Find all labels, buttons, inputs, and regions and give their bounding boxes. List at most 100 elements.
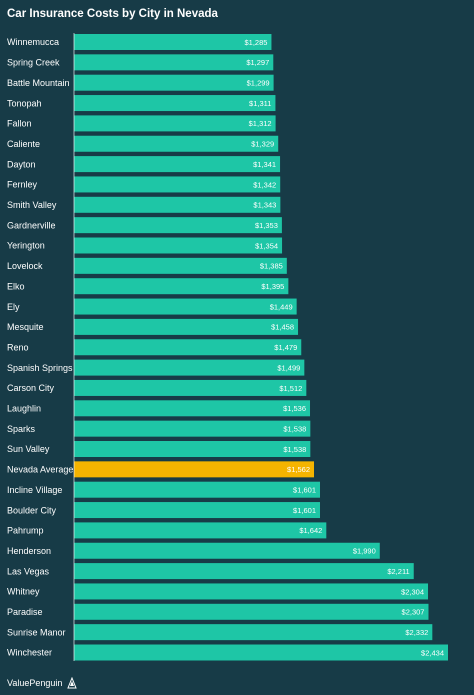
- category-label: Winchester: [7, 648, 52, 658]
- value-label: $1,479: [274, 343, 297, 352]
- value-label: $1,353: [255, 221, 278, 230]
- bar: [74, 644, 448, 661]
- bar: [74, 441, 311, 457]
- category-label: Yerington: [7, 241, 45, 251]
- bar: [74, 583, 429, 600]
- category-label: Carson City: [7, 383, 55, 393]
- value-label: $1,341: [253, 160, 276, 169]
- value-label: $1,329: [251, 140, 274, 149]
- value-label: $1,536: [283, 404, 306, 413]
- value-labels: $1,285 $1,297 $1,299 $1,311 $1,312 $1,329 $1,3…: [244, 38, 444, 657]
- bar: [74, 156, 281, 173]
- bar-highlight: [74, 461, 315, 478]
- value-label: $1,343: [253, 201, 276, 210]
- category-label: Fernley: [7, 180, 38, 190]
- value-label: $1,342: [253, 180, 276, 189]
- bar: [74, 481, 321, 498]
- brand-name: ValuePenguin: [7, 678, 63, 688]
- value-label: $1,311: [249, 99, 271, 108]
- bar: [74, 95, 276, 112]
- value-label: $2,434: [421, 648, 444, 657]
- bar: [74, 603, 429, 620]
- bar: [74, 542, 380, 559]
- category-label: Dayton: [7, 159, 36, 169]
- value-label: $1,297: [246, 58, 269, 67]
- valuepenguin-logo-icon: [67, 677, 78, 689]
- chart-title: Car Insurance Costs by City in Nevada: [7, 8, 218, 20]
- bar: [74, 359, 305, 376]
- category-labels: Winnemucca Spring Creek Battle Mountain Ton…: [7, 37, 73, 658]
- value-label: $1,449: [270, 302, 293, 311]
- category-label: Gardnerville: [7, 220, 56, 230]
- category-label: Elko: [7, 281, 25, 291]
- value-label: $1,990: [353, 547, 376, 556]
- bar: [74, 400, 311, 417]
- bar: [74, 74, 274, 91]
- value-label: $1,642: [299, 526, 322, 535]
- bar: [74, 298, 297, 315]
- bar: [74, 420, 311, 437]
- value-label: $2,332: [405, 628, 428, 637]
- value-label: $1,562: [287, 465, 310, 474]
- category-label: Pahrump: [7, 526, 44, 536]
- value-label: $1,601: [293, 506, 316, 515]
- value-label: $1,354: [255, 241, 278, 250]
- bar: [74, 522, 327, 539]
- category-label: Sunrise Manor: [7, 627, 66, 637]
- bar: [74, 54, 274, 71]
- bar: [74, 237, 283, 254]
- value-label: $2,304: [401, 587, 424, 596]
- bar: [74, 502, 321, 519]
- value-label: $1,385: [260, 262, 283, 271]
- bar: [74, 34, 272, 50]
- value-label: $1,458: [271, 323, 294, 332]
- category-label: Spanish Springs: [7, 363, 73, 373]
- value-label: $1,312: [249, 119, 272, 128]
- value-label: $1,538: [283, 424, 306, 433]
- category-label: Sun Valley: [7, 444, 50, 454]
- bar: [74, 339, 302, 356]
- category-label: Incline Village: [7, 485, 62, 495]
- value-label: $1,285: [244, 38, 267, 47]
- brand-footer: ValuePenguin: [7, 677, 78, 689]
- category-label: Lovelock: [7, 261, 43, 271]
- category-label: Winnemucca: [7, 37, 59, 47]
- value-label: $2,211: [387, 567, 409, 576]
- bar: [74, 624, 433, 641]
- category-label: Caliente: [7, 139, 40, 149]
- bar: [74, 217, 282, 234]
- bar: [74, 318, 299, 335]
- bars: [74, 34, 448, 661]
- bar: [74, 135, 279, 152]
- bar: [74, 176, 281, 193]
- category-label: Battle Mountain: [7, 78, 70, 88]
- value-label: $1,395: [261, 282, 284, 291]
- bar: [74, 257, 287, 274]
- category-label: Fallon: [7, 119, 32, 129]
- value-label: $1,512: [279, 384, 302, 393]
- value-label: $1,538: [283, 445, 306, 454]
- category-label: Spring Creek: [7, 58, 60, 68]
- value-label: $2,307: [402, 608, 425, 617]
- value-label: $1,299: [247, 79, 270, 88]
- category-label: Las Vegas: [7, 566, 50, 576]
- category-label: Boulder City: [7, 505, 57, 515]
- category-label: Tonopah: [7, 98, 42, 108]
- category-label: Nevada Average: [7, 465, 73, 475]
- category-label: Paradise: [7, 607, 43, 617]
- bar: [74, 379, 307, 396]
- bar: [74, 196, 281, 213]
- category-label: Laughlin: [7, 404, 41, 414]
- bar: [74, 115, 276, 132]
- value-label: $1,499: [277, 363, 300, 372]
- category-label: Reno: [7, 342, 29, 352]
- bar: [74, 563, 414, 580]
- value-label: $1,601: [293, 486, 316, 495]
- category-label: Mesquite: [7, 322, 44, 332]
- category-label: Ely: [7, 302, 20, 312]
- category-label: Sparks: [7, 424, 36, 434]
- category-label: Smith Valley: [7, 200, 57, 210]
- bar: [74, 278, 289, 295]
- category-label: Whitney: [7, 587, 40, 597]
